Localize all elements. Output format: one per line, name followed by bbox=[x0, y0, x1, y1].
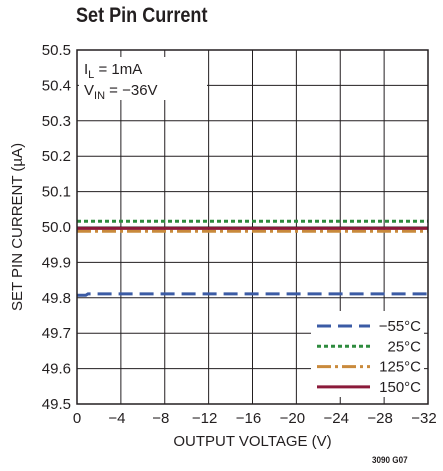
plot-frame bbox=[76, 49, 429, 405]
x-tick-label: −24 bbox=[324, 410, 349, 427]
x-tick-label: −8 bbox=[152, 410, 169, 427]
series-line bbox=[77, 292, 428, 297]
y-tick-label: 49.7 bbox=[42, 325, 71, 342]
y-tick-label: 50.2 bbox=[42, 148, 71, 165]
annotation-background bbox=[79, 57, 207, 100]
x-tick-labels: 0 −4 −8 −12 −16 −20 −24 −28 −32 bbox=[73, 410, 437, 427]
x-tick-label: −12 bbox=[192, 410, 217, 427]
y-tick-label: 49.6 bbox=[42, 361, 71, 378]
y-axis-label: SET PIN CURRENT (µA) bbox=[9, 143, 26, 311]
x-axis-label: OUTPUT VOLTAGE (V) bbox=[173, 433, 331, 450]
y-tick-label: 50.4 bbox=[42, 77, 71, 94]
y-tick-label: 50.5 bbox=[42, 42, 71, 59]
x-tick-label: −16 bbox=[236, 410, 261, 427]
y-tick-label: 50.0 bbox=[42, 219, 71, 236]
y-tick-label: 49.5 bbox=[42, 396, 71, 413]
legend-label: 125°C bbox=[379, 359, 421, 376]
legend-label: 150°C bbox=[379, 379, 421, 396]
y-tick-labels: 49.5 49.6 49.7 49.8 49.9 50.0 50.1 50.2 50.3 50.4… bbox=[42, 42, 71, 413]
chart-title: Set Pin Current bbox=[76, 4, 208, 27]
y-tick-label: 50.3 bbox=[42, 113, 71, 130]
x-tick-label: −32 bbox=[411, 410, 436, 427]
y-tick-label: 50.1 bbox=[42, 184, 71, 201]
series-lines bbox=[77, 219, 428, 297]
annotation-load-current: IL = 1mA bbox=[84, 61, 142, 81]
y-tick-label: 49.8 bbox=[42, 290, 71, 307]
annotation-input-voltage: VIN = −36V bbox=[84, 82, 158, 102]
x-tick-label: −4 bbox=[108, 410, 125, 427]
y-tick-label: 49.9 bbox=[42, 254, 71, 271]
x-tick-label: 0 bbox=[73, 410, 81, 427]
conditions-annotation: IL = 1mA VIN = −36V bbox=[79, 57, 207, 102]
legend-label: −55°C bbox=[379, 318, 421, 335]
legend-label: 25°C bbox=[387, 338, 421, 355]
legend: −55°C 25°C 125°C 150°C bbox=[311, 311, 424, 397]
x-tick-label: −28 bbox=[367, 410, 392, 427]
figure-number: 3090 G07 bbox=[372, 455, 408, 465]
x-tick-label: −20 bbox=[280, 410, 305, 427]
